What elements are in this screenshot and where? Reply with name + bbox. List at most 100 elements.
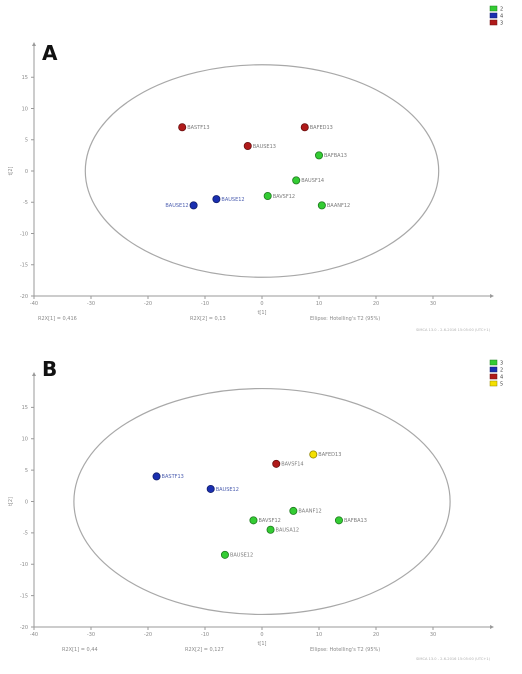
x-tick-label: 30 bbox=[430, 632, 436, 638]
y-tick-label: 5 bbox=[25, 468, 28, 474]
x-tick-label: -30 bbox=[87, 632, 95, 638]
legend-label: 2 bbox=[500, 368, 503, 374]
legend-label: 2 bbox=[500, 7, 503, 13]
x-tick-label: -20 bbox=[144, 632, 152, 638]
y-tick-label: -10 bbox=[20, 231, 28, 237]
x-tick-label: -40 bbox=[30, 632, 38, 638]
x-tick-label: -30 bbox=[87, 301, 95, 307]
y-tick-label: -20 bbox=[20, 625, 28, 631]
x-tick-label: 30 bbox=[430, 301, 436, 307]
legend-label: 5 bbox=[500, 382, 503, 388]
r2x2-text: R2X[2] = 0,127 bbox=[185, 647, 224, 653]
legend-swatch bbox=[489, 5, 498, 12]
x-tick-label: 0 bbox=[260, 301, 263, 307]
legend-swatch bbox=[489, 19, 498, 26]
hotelling-ellipse bbox=[73, 387, 451, 616]
y-tick-label: -15 bbox=[20, 593, 28, 599]
legend-label: 3 bbox=[500, 21, 503, 27]
legend-label: 3 bbox=[500, 361, 503, 367]
point-label: BAANF12 bbox=[327, 203, 350, 209]
r2x1-text: R2X[1] = 0,416 bbox=[38, 316, 77, 322]
y-tick-label: 10 bbox=[22, 437, 28, 443]
data-point bbox=[334, 516, 343, 525]
point-label: BAFBA13 bbox=[324, 153, 347, 159]
data-point bbox=[314, 151, 323, 160]
point-label: BAUSE12 bbox=[221, 197, 244, 203]
x-tick-label: -10 bbox=[201, 301, 209, 307]
x-tick-label: -20 bbox=[144, 301, 152, 307]
point-label: BAFED13 bbox=[318, 452, 341, 458]
data-point bbox=[300, 123, 309, 132]
x-axis-label: t[1] bbox=[257, 641, 266, 647]
y-tick-label: 0 bbox=[25, 499, 28, 505]
point-label: BAUSE12 bbox=[165, 203, 188, 209]
panel-b: -40 -30 -20 -10 0 10 20 30 -20 -15 -10 -5 0 5 10 15 t[1]… bbox=[8, 357, 503, 661]
point-label: BAUSE12 bbox=[216, 487, 239, 493]
point-label: BAUSA12 bbox=[276, 528, 300, 534]
legend-swatch bbox=[489, 12, 498, 19]
x-tick-label: 20 bbox=[373, 301, 379, 307]
r2x2-text: R2X[2] = 0,13 bbox=[190, 316, 226, 322]
y-axis-arrow bbox=[32, 372, 36, 376]
legend-label: 4 bbox=[500, 14, 503, 20]
data-point bbox=[309, 450, 318, 459]
data-point bbox=[292, 176, 301, 185]
data-point bbox=[243, 141, 252, 150]
panel-letter: B bbox=[42, 357, 57, 381]
data-point bbox=[206, 484, 215, 493]
legend-swatch bbox=[489, 380, 498, 387]
x-tick-label: 20 bbox=[373, 632, 379, 638]
legend-label: 4 bbox=[500, 375, 503, 381]
y-tick-label: -15 bbox=[20, 263, 28, 269]
data-point bbox=[220, 550, 229, 559]
point-label: BAVSF14 bbox=[281, 462, 303, 468]
x-axis-arrow bbox=[490, 294, 494, 298]
x-axis-arrow bbox=[490, 625, 494, 629]
data-point bbox=[317, 201, 326, 210]
point-label: BAUSE13 bbox=[253, 144, 276, 150]
data-point bbox=[178, 123, 187, 132]
legend-swatch bbox=[489, 366, 498, 373]
ellipse-text: Ellipse: Hotelling's T2 (95%) bbox=[310, 316, 380, 322]
r2x1-text: R2X[1] = 0,44 bbox=[62, 647, 98, 653]
data-point bbox=[263, 191, 272, 200]
y-axis-arrow bbox=[32, 42, 36, 46]
data-point bbox=[212, 195, 221, 204]
x-tick-label: 10 bbox=[316, 632, 322, 638]
y-tick-label: 0 bbox=[25, 169, 28, 175]
y-tick-label: -5 bbox=[23, 531, 28, 537]
data-point bbox=[266, 525, 275, 534]
panel-letter: A bbox=[42, 41, 58, 65]
x-axis-label: t[1] bbox=[257, 310, 266, 316]
x-tick-label: -10 bbox=[201, 632, 209, 638]
y-tick-label: 10 bbox=[22, 106, 28, 112]
software-stamp: SIMCA 13.0 - 2-6-2016 15:05:00 (UTC+1) bbox=[416, 328, 491, 332]
y-tick-label: -20 bbox=[20, 294, 28, 300]
point-label: BASTF13 bbox=[187, 125, 209, 131]
point-label: BAFED13 bbox=[310, 125, 333, 131]
y-tick-label: 15 bbox=[22, 75, 28, 81]
data-point bbox=[189, 201, 198, 210]
point-label: BAANF12 bbox=[298, 509, 321, 515]
point-label: BAUSE12 bbox=[230, 553, 253, 559]
legend-swatch bbox=[489, 359, 498, 366]
point-label: BAVSF12 bbox=[258, 518, 280, 524]
panel-a: -40 -30 -20 -10 0 10 20 30 -20 -15 -10 -5 0 5 10 15 t[1]… bbox=[8, 5, 503, 332]
point-label: BAVSF12 bbox=[273, 194, 295, 200]
x-tick-label: 10 bbox=[316, 301, 322, 307]
data-point bbox=[289, 506, 298, 515]
legend-swatch bbox=[489, 373, 498, 380]
data-point bbox=[272, 459, 281, 468]
data-point bbox=[152, 472, 161, 481]
ellipse-text: Ellipse: Hotelling's T2 (95%) bbox=[310, 647, 380, 653]
software-stamp: SIMCA 13.0 - 2-6-2016 15:05:00 (UTC+1) bbox=[416, 657, 491, 661]
point-label: BASTF13 bbox=[162, 474, 184, 480]
x-tick-label: -40 bbox=[30, 301, 38, 307]
x-tick-label: 0 bbox=[260, 632, 263, 638]
hotelling-ellipse bbox=[84, 64, 440, 278]
y-tick-label: 15 bbox=[22, 405, 28, 411]
data-point bbox=[249, 516, 258, 525]
point-label: BAFBA13 bbox=[344, 518, 367, 524]
y-tick-label: 5 bbox=[25, 138, 28, 144]
